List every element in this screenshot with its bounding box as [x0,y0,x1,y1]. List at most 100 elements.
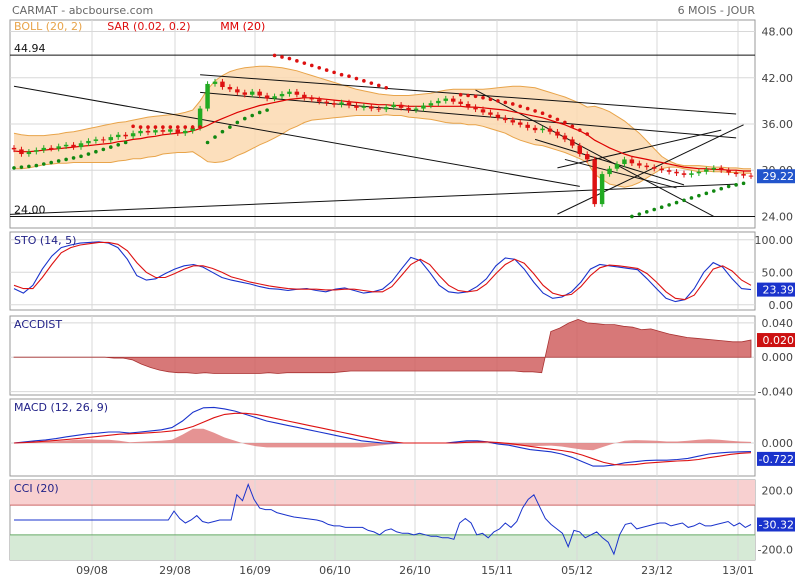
candle-29 [227,87,233,90]
candle-37 [287,91,292,94]
sar-dot-sar_high-8 [190,125,195,129]
candle-2 [26,151,32,155]
candle-61 [465,103,471,108]
sar-dot-sar_high3-5 [496,99,500,103]
chart-header-period: 6 MOIS - JOUR [678,4,756,17]
candle-64 [488,112,493,115]
candle-70 [532,127,538,131]
x-tick-label-8: 13/01 [722,564,754,577]
candle-81 [614,164,620,169]
sar-dot-sar_high-4 [161,125,165,129]
candle-1 [19,149,24,155]
sar-dots-sar_high2 [272,53,389,90]
candle-34 [264,95,270,99]
candle-15 [123,134,128,137]
candle-71 [540,128,545,131]
level-label-0: 44.94 [14,42,46,55]
candle-6 [56,146,61,149]
trendline-8 [534,138,685,186]
candle-83 [629,159,635,164]
sar-dot-sar_high2-0 [272,53,277,58]
sar-dot-sar_high2-9 [339,72,344,77]
x-tick-label-4: 26/10 [399,564,431,577]
sto-last-value-label: 23.39 [763,284,795,297]
sar-dot-sar_low3-4 [659,205,664,209]
candle-12 [101,139,106,141]
price-ytick-label-4: 24.00 [762,210,794,223]
candle-13 [108,137,114,141]
candle-88 [666,170,672,172]
sar-dot-sar_high-0 [131,124,135,129]
candle-96 [726,170,731,173]
candle-80 [607,168,612,175]
accdist-last-value-bg [757,333,795,348]
candle-49 [376,108,382,110]
sto-ytick-label-2: 0.00 [769,299,794,312]
sar-dots-sar_low2 [205,108,269,145]
macd-last-value-bg [757,451,795,466]
price-legend-1: SAR (0.02, 0.2) [107,20,190,33]
sar-dots-sar_high3 [458,92,590,136]
sar-dot-sar_high2-4 [302,61,307,65]
sar-dot-sar_low3-1 [637,212,642,216]
sar-dot-sar_high-3 [153,125,158,129]
candle-76 [577,145,583,155]
candle-85 [644,165,650,168]
sar-dot-sar_low-6 [56,159,61,163]
sar-dot-sar_low3-11 [711,189,716,193]
candle-27 [212,81,218,84]
x-tick-label-2: 16/09 [239,564,271,577]
candle-92 [696,171,702,174]
candle-21 [168,129,173,132]
candle-73 [555,131,560,136]
sto-ytick-label-0: 100.00 [755,234,794,247]
candle-36 [279,93,285,97]
sar-dot-sar_high-6 [175,125,180,129]
candle-22 [175,129,181,134]
candle-39 [302,94,307,98]
price-ytick-label-1: 42.00 [762,72,794,85]
candle-77 [584,154,590,160]
sar-dot-sar_high3-15 [570,124,575,129]
macd-series-macd [13,406,752,467]
candle-65 [495,114,501,118]
candle-67 [510,120,516,123]
sar-dot-sar_low-5 [49,160,54,165]
candle-17 [138,130,143,134]
accdist-ytick-label-2: -0.040 [758,386,793,399]
sar-dot-sar_high3-1 [466,93,470,98]
sar-dot-sar_low2-7 [257,110,262,115]
macd-frame [9,398,756,477]
trendline-0 [13,85,580,187]
sto-ytick-label-1: 50.00 [762,266,794,279]
candle-72 [547,128,553,132]
cci-ytick-label-1: -200.0 [758,544,793,557]
sar-dot-sar_high3-4 [488,97,493,102]
sar-dot-sar_low2-6 [250,113,255,118]
candle-5 [48,147,54,149]
candle-44 [339,102,344,105]
sar-dot-sar_low2-0 [205,140,210,145]
candle-33 [257,91,262,96]
candle-43 [331,103,337,105]
sar-dot-sar_high2-14 [376,83,381,88]
candle-89 [674,171,679,174]
candle-57 [436,100,441,104]
sar-dots-sar_low3 [630,181,746,219]
x-tick-label-0: 09/08 [76,564,108,577]
sar-dot-sar_high3-2 [473,94,478,99]
candle-51 [391,104,396,108]
candle-54 [413,108,419,111]
cci-last-value-bg [757,517,795,532]
sar-dot-sar_low-0 [12,166,16,170]
trendline-4 [475,89,715,217]
sar-dot-sar_low2-2 [220,129,225,134]
sar-dot-sar_high2-15 [384,85,389,90]
sar-dot-sar_low-4 [41,162,46,166]
cci-ytick-label-0: 200.0 [762,484,794,497]
candle-3 [34,150,39,152]
candle-18 [145,130,151,133]
sar-dot-sar_high3-16 [577,128,582,132]
sar-dot-sar_low2-1 [213,135,217,139]
